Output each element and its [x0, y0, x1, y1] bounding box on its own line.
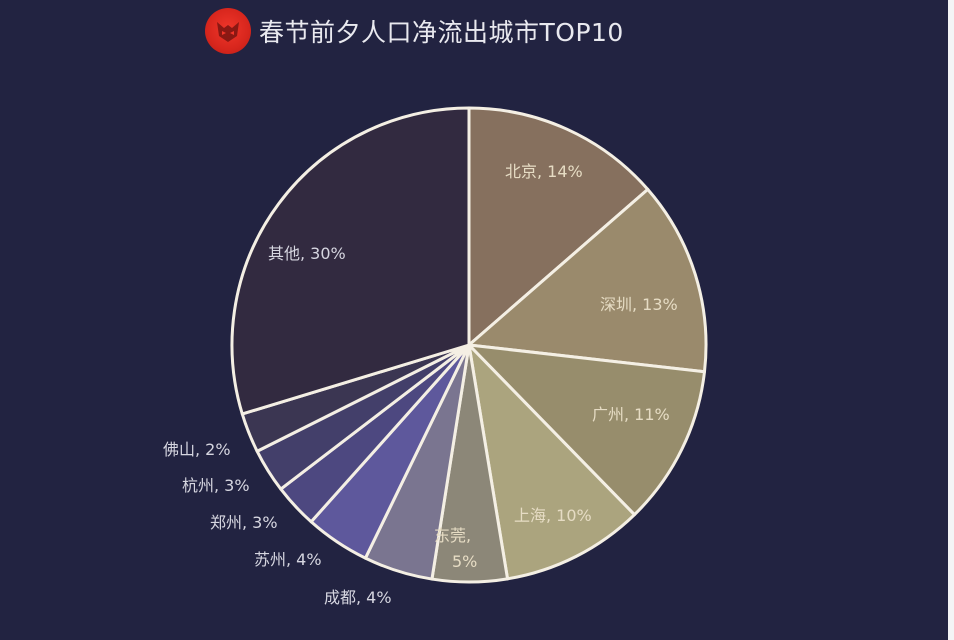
label-dongguan-line2: 5%	[452, 552, 477, 571]
label-dongguan-line1: 东莞,	[434, 526, 471, 545]
label-hangzhou: 杭州, 3%	[182, 476, 250, 495]
pie-slice-其他	[230, 106, 471, 416]
label-chengdu: 成都, 4%	[324, 588, 392, 607]
pie-slice-深圳	[467, 187, 708, 374]
label-shenzhen: 深圳, 13%	[600, 295, 678, 314]
label-zhengzhou: 郑州, 3%	[210, 513, 278, 532]
label-guangzhou: 广州, 11%	[592, 405, 670, 424]
pie-slice-广州	[467, 343, 706, 517]
chart-title: 春节前夕人口净流出城市TOP10	[259, 18, 624, 47]
label-beijing: 北京, 14%	[505, 162, 583, 181]
label-shanghai: 上海, 10%	[514, 506, 592, 525]
label-suzhou: 苏州, 4%	[254, 550, 322, 569]
label-foshan: 佛山, 2%	[163, 440, 231, 459]
chart-header: 春节前夕人口净流出城市TOP10	[205, 7, 624, 55]
mask-logo-icon	[205, 8, 251, 54]
label-other: 其他, 30%	[268, 244, 346, 263]
pie-slice-上海	[467, 343, 636, 581]
pie-slice-北京	[467, 106, 650, 347]
right-edge-strip	[948, 0, 954, 640]
